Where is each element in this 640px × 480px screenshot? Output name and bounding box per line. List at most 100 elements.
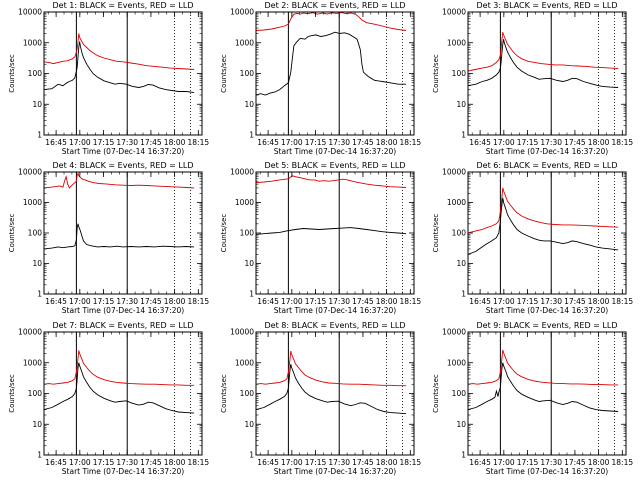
panel-title: Det 7: BLACK = Events, RED = LLD bbox=[53, 321, 194, 330]
y-tick-label: 10000 bbox=[442, 8, 466, 17]
y-axis-label: Counts/sec bbox=[8, 374, 16, 413]
y-tick-label: 1 bbox=[461, 131, 466, 140]
plot-frame bbox=[43, 331, 203, 456]
x-tick-label: 17:30 bbox=[540, 458, 562, 467]
y-tick-label: 1 bbox=[249, 451, 254, 460]
x-tick-label: 18:15 bbox=[188, 297, 210, 306]
x-axis-label: Start Time (07-Dec-14 16:37:20) bbox=[486, 306, 608, 315]
y-tick-label: 10 bbox=[456, 100, 466, 109]
x-tick-label: 18:00 bbox=[164, 138, 186, 147]
y-tick-label: 100 bbox=[28, 229, 43, 238]
x-tick-label: 17:30 bbox=[540, 297, 562, 306]
x-tick-label: 17:15 bbox=[305, 458, 327, 467]
x-tick-label: 17:45 bbox=[140, 297, 162, 306]
y-tick-label: 1000 bbox=[235, 38, 254, 47]
x-tick-label: 16:45 bbox=[257, 297, 279, 306]
panel-det-4: Det 4: BLACK = Events, RED = LLD 1 10 100 10… bbox=[8, 161, 209, 315]
x-tick-label: 16:45 bbox=[257, 458, 279, 467]
y-tick-label: 10000 bbox=[18, 168, 42, 177]
y-tick-label: 10 bbox=[244, 420, 254, 429]
y-tick-label: 1000 bbox=[23, 198, 42, 207]
panel-det-5: Det 5: BLACK = Events, RED = LLD 1 10 100 10… bbox=[220, 161, 421, 315]
x-axis-label: Start Time (07-Dec-14 16:37:20) bbox=[274, 306, 396, 315]
y-tick-label: 100 bbox=[240, 69, 255, 78]
series-red-lld bbox=[256, 350, 407, 387]
x-tick-label: 17:15 bbox=[93, 297, 115, 306]
y-tick-label: 10000 bbox=[442, 328, 466, 337]
y-tick-label: 10 bbox=[32, 259, 42, 268]
y-tick-label: 10000 bbox=[442, 168, 466, 177]
series-black-events bbox=[44, 362, 195, 414]
plot-frame bbox=[43, 11, 203, 136]
x-tick-label: 17:30 bbox=[116, 458, 138, 467]
x-tick-label: 18:15 bbox=[400, 458, 422, 467]
x-tick-label: 18:00 bbox=[164, 297, 186, 306]
x-tick-label: 17:30 bbox=[328, 138, 350, 147]
y-tick-label: 10000 bbox=[18, 8, 42, 17]
x-tick-label: 17:30 bbox=[328, 297, 350, 306]
series-black-events bbox=[468, 39, 619, 88]
x-tick-label: 18:00 bbox=[376, 138, 398, 147]
x-axis-label: Start Time (07-Dec-14 16:37:20) bbox=[62, 306, 184, 315]
series-black-events bbox=[256, 364, 407, 415]
x-tick-label: 17:45 bbox=[564, 297, 586, 306]
y-tick-label: 10000 bbox=[230, 168, 254, 177]
panel-det-7: Det 7: BLACK = Events, RED = LLD 1 10 100 10… bbox=[8, 321, 209, 476]
y-tick-label: 10 bbox=[244, 259, 254, 268]
x-tick-label: 16:45 bbox=[469, 458, 491, 467]
x-tick-label: 16:45 bbox=[469, 138, 491, 147]
panel-title: Det 5: BLACK = Events, RED = LLD bbox=[265, 161, 406, 170]
x-tick-label: 17:15 bbox=[305, 297, 327, 306]
x-tick-label: 18:00 bbox=[376, 458, 398, 467]
y-tick-label: 1000 bbox=[235, 358, 254, 367]
y-tick-label: 10 bbox=[32, 100, 42, 109]
x-tick-label: 18:15 bbox=[612, 297, 634, 306]
x-tick-label: 17:30 bbox=[116, 138, 138, 147]
x-tick-label: 17:15 bbox=[93, 458, 115, 467]
x-tick-label: 18:00 bbox=[588, 138, 610, 147]
series-red-lld bbox=[44, 33, 195, 70]
y-tick-label: 10 bbox=[456, 420, 466, 429]
y-tick-label: 10000 bbox=[18, 328, 42, 337]
series-black-events bbox=[44, 41, 195, 94]
x-tick-label: 18:15 bbox=[188, 458, 210, 467]
y-tick-label: 100 bbox=[240, 229, 255, 238]
x-tick-label: 17:30 bbox=[540, 138, 562, 147]
x-tick-label: 16:45 bbox=[257, 138, 279, 147]
panel-det-8: Det 8: BLACK = Events, RED = LLD 1 10 100 10… bbox=[220, 321, 421, 476]
y-tick-label: 1000 bbox=[447, 38, 466, 47]
x-tick-label: 17:30 bbox=[328, 458, 350, 467]
x-axis-label: Start Time (07-Dec-14 16:37:20) bbox=[486, 147, 608, 156]
y-tick-label: 10 bbox=[244, 100, 254, 109]
x-tick-label: 18:00 bbox=[588, 297, 610, 306]
plot-frame bbox=[255, 11, 415, 136]
y-tick-label: 1000 bbox=[447, 198, 466, 207]
x-tick-label: 16:45 bbox=[45, 297, 67, 306]
y-tick-label: 100 bbox=[452, 69, 467, 78]
x-tick-label: 17:00 bbox=[69, 138, 91, 147]
y-axis-label: Counts/sec bbox=[8, 214, 16, 253]
panel-title: Det 4: BLACK = Events, RED = LLD bbox=[53, 161, 194, 170]
x-tick-label: 17:15 bbox=[517, 297, 539, 306]
y-tick-label: 10000 bbox=[230, 8, 254, 17]
y-axis-label: Counts/sec bbox=[432, 374, 440, 413]
x-tick-label: 16:45 bbox=[45, 138, 67, 147]
y-axis-label: Counts/sec bbox=[220, 214, 228, 253]
y-tick-label: 10 bbox=[456, 259, 466, 268]
x-tick-label: 17:00 bbox=[281, 297, 303, 306]
x-tick-label: 18:00 bbox=[164, 458, 186, 467]
y-tick-label: 1000 bbox=[235, 198, 254, 207]
x-tick-label: 17:00 bbox=[69, 458, 91, 467]
y-tick-label: 100 bbox=[452, 229, 467, 238]
x-tick-label: 16:45 bbox=[469, 297, 491, 306]
y-tick-label: 1 bbox=[249, 290, 254, 299]
panel-det-9: Det 9: BLACK = Events, RED = LLD 1 10 100 10… bbox=[432, 321, 633, 476]
x-tick-label: 18:00 bbox=[376, 297, 398, 306]
x-tick-label: 17:00 bbox=[493, 297, 515, 306]
series-red-lld bbox=[468, 187, 619, 234]
x-axis-label: Start Time (07-Dec-14 16:37:20) bbox=[486, 467, 608, 476]
panel-title: Det 9: BLACK = Events, RED = LLD bbox=[477, 321, 618, 330]
series-black-events bbox=[468, 362, 619, 412]
y-tick-label: 1000 bbox=[23, 38, 42, 47]
x-tick-label: 18:00 bbox=[588, 458, 610, 467]
